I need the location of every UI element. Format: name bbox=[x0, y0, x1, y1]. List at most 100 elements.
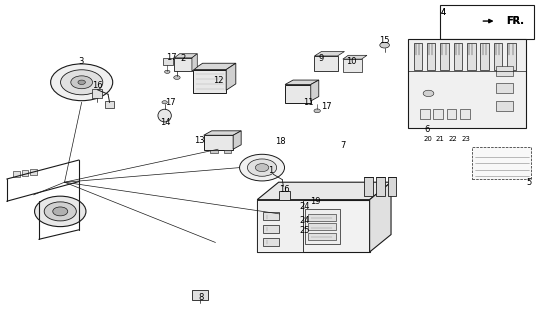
Bar bbox=[420, 109, 429, 119]
Text: 24: 24 bbox=[299, 203, 309, 212]
Polygon shape bbox=[311, 80, 319, 101]
Circle shape bbox=[61, 70, 103, 95]
Bar bbox=[343, 59, 362, 72]
Bar bbox=[257, 200, 370, 252]
Text: 10: 10 bbox=[345, 57, 356, 66]
Circle shape bbox=[53, 207, 68, 216]
Circle shape bbox=[247, 159, 277, 176]
Text: 8: 8 bbox=[199, 292, 204, 301]
Bar bbox=[285, 84, 311, 103]
Bar bbox=[93, 89, 102, 98]
Bar bbox=[388, 178, 397, 196]
Text: 15: 15 bbox=[379, 36, 390, 44]
Text: 12: 12 bbox=[214, 76, 224, 85]
Text: 17: 17 bbox=[165, 99, 176, 108]
Text: 19: 19 bbox=[310, 197, 321, 206]
Bar bbox=[447, 109, 456, 119]
Text: 22: 22 bbox=[448, 136, 457, 142]
Bar bbox=[497, 83, 513, 93]
Bar bbox=[414, 43, 422, 69]
Text: 21: 21 bbox=[436, 136, 445, 142]
Text: 4: 4 bbox=[441, 8, 446, 17]
Bar bbox=[193, 69, 226, 93]
Bar bbox=[427, 43, 435, 69]
Text: 24: 24 bbox=[299, 216, 309, 225]
Polygon shape bbox=[315, 52, 344, 56]
Text: 18: 18 bbox=[275, 137, 286, 146]
Text: 7: 7 bbox=[340, 141, 345, 150]
Bar bbox=[279, 191, 290, 200]
Bar bbox=[22, 170, 28, 176]
Polygon shape bbox=[233, 131, 241, 149]
Bar bbox=[308, 233, 336, 240]
Bar bbox=[454, 43, 462, 69]
Text: 16: 16 bbox=[279, 185, 289, 194]
Polygon shape bbox=[370, 182, 391, 252]
Circle shape bbox=[165, 70, 170, 73]
Bar bbox=[13, 172, 19, 177]
Text: 4: 4 bbox=[441, 8, 446, 17]
Bar bbox=[192, 290, 208, 300]
Bar bbox=[480, 43, 489, 69]
Bar bbox=[174, 58, 192, 71]
Bar bbox=[408, 39, 526, 128]
Circle shape bbox=[78, 80, 86, 84]
Circle shape bbox=[380, 42, 390, 48]
Text: 2: 2 bbox=[181, 54, 186, 63]
Circle shape bbox=[162, 101, 167, 104]
Text: 13: 13 bbox=[194, 136, 205, 146]
Circle shape bbox=[44, 202, 76, 221]
Text: FR.: FR. bbox=[506, 16, 523, 26]
Text: 14: 14 bbox=[160, 118, 171, 127]
Text: 16: 16 bbox=[92, 81, 103, 90]
Text: FR.: FR. bbox=[506, 16, 523, 26]
Bar bbox=[440, 4, 534, 39]
Text: 3: 3 bbox=[78, 57, 83, 66]
Bar bbox=[440, 43, 449, 69]
Bar bbox=[257, 200, 303, 252]
Text: 6: 6 bbox=[424, 125, 430, 134]
Text: 5: 5 bbox=[526, 178, 531, 187]
Text: 11: 11 bbox=[303, 99, 313, 108]
Bar bbox=[210, 150, 217, 153]
Bar bbox=[467, 43, 476, 69]
Bar bbox=[278, 185, 291, 192]
Circle shape bbox=[174, 76, 180, 79]
Text: 23: 23 bbox=[462, 136, 470, 142]
Bar bbox=[376, 178, 385, 196]
Bar bbox=[507, 43, 516, 69]
Text: 20: 20 bbox=[423, 136, 433, 142]
Ellipse shape bbox=[158, 109, 171, 122]
Bar bbox=[308, 223, 336, 230]
Circle shape bbox=[256, 164, 269, 172]
Text: 17: 17 bbox=[322, 102, 332, 111]
Bar bbox=[263, 225, 279, 233]
Bar bbox=[315, 56, 337, 71]
Polygon shape bbox=[343, 55, 367, 59]
Circle shape bbox=[239, 154, 285, 181]
Polygon shape bbox=[174, 54, 197, 58]
Circle shape bbox=[314, 109, 321, 113]
Bar bbox=[30, 169, 37, 175]
Text: 17: 17 bbox=[166, 53, 176, 62]
Bar bbox=[308, 214, 336, 221]
Bar bbox=[497, 101, 513, 111]
Bar bbox=[263, 212, 279, 220]
Bar bbox=[223, 150, 231, 153]
Bar bbox=[433, 109, 443, 119]
Bar bbox=[497, 66, 513, 76]
Circle shape bbox=[34, 196, 86, 227]
Circle shape bbox=[71, 76, 93, 89]
Bar bbox=[163, 58, 173, 65]
Polygon shape bbox=[192, 54, 197, 71]
Text: 1: 1 bbox=[268, 166, 273, 175]
Bar bbox=[306, 209, 340, 244]
Bar bbox=[460, 109, 470, 119]
Bar bbox=[364, 178, 373, 196]
Polygon shape bbox=[285, 80, 319, 84]
Text: 9: 9 bbox=[319, 54, 324, 63]
Circle shape bbox=[51, 64, 113, 101]
Bar bbox=[494, 43, 502, 69]
Circle shape bbox=[423, 90, 434, 97]
Bar bbox=[204, 135, 233, 150]
